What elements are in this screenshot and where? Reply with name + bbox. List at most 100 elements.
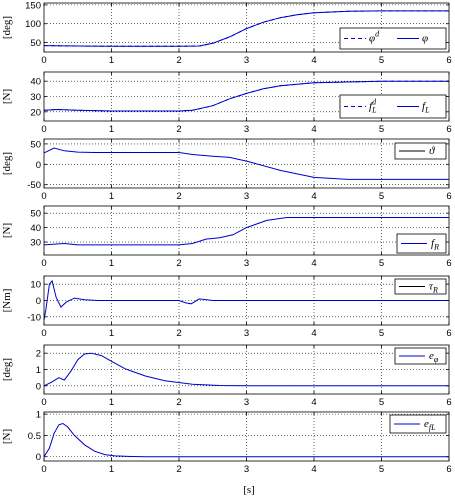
subplot-6: 0 1 2 3 4 5 6 0 1 2 [deg] eφ bbox=[1, 344, 452, 408]
x-tick-label: 2 bbox=[176, 124, 181, 135]
legend: efL bbox=[389, 414, 447, 434]
y-tick-label: 30 bbox=[30, 238, 41, 249]
subplot-1: 0 1 2 3 4 5 6 50 100 150 [deg] φd φ bbox=[1, 0, 452, 66]
x-tick-label: 3 bbox=[244, 328, 249, 339]
y-tick-label: -10 bbox=[27, 312, 41, 323]
y-tick-label: 0 bbox=[36, 160, 41, 171]
y-axis-label: [Nm] bbox=[1, 289, 13, 313]
y-tick-label: 150 bbox=[25, 0, 41, 11]
x-tick-label: 4 bbox=[311, 258, 316, 269]
subplot-7: 0 1 2 3 4 5 6 0 0.5 1 [N] efL bbox=[1, 410, 452, 475]
legend-label: fd L bbox=[369, 98, 377, 115]
x-tick-label: 3 bbox=[244, 191, 249, 202]
x-tick-label: 2 bbox=[176, 191, 181, 202]
series-line-1 bbox=[43, 279, 449, 321]
x-tick-label: 6 bbox=[446, 464, 451, 475]
x-tick-label: 0 bbox=[41, 258, 46, 269]
y-axis-label: [deg] bbox=[1, 152, 13, 175]
y-tick-label: 50 bbox=[30, 139, 41, 150]
legend-label: eφ bbox=[429, 350, 439, 364]
x-tick-label: 0 bbox=[41, 464, 46, 475]
y-axis-label: [N] bbox=[1, 429, 13, 444]
x-tick-label: 1 bbox=[109, 124, 114, 135]
x-tick-label: 3 bbox=[244, 397, 249, 408]
series-line-1 bbox=[43, 352, 449, 387]
x-tick-label: 4 bbox=[311, 191, 316, 202]
x-tick-label: 2 bbox=[176, 464, 181, 475]
x-tick-label: 3 bbox=[244, 258, 249, 269]
legend: fR bbox=[396, 233, 447, 254]
x-tick-label: 6 bbox=[446, 124, 451, 135]
y-tick-label: 20 bbox=[30, 107, 41, 118]
y-axis-label: [N] bbox=[1, 89, 13, 104]
y-tick-label: 0 bbox=[36, 381, 41, 392]
x-tick-label: 5 bbox=[379, 397, 384, 408]
x-tick-label: 5 bbox=[379, 55, 384, 66]
x-tick-label: 6 bbox=[446, 258, 451, 269]
y-axis-label: [N] bbox=[1, 223, 13, 238]
legend-label: φd bbox=[369, 30, 380, 45]
x-tick-label: 5 bbox=[379, 328, 384, 339]
x-tick-label: 1 bbox=[109, 55, 114, 66]
y-tick-label: 0 bbox=[36, 452, 41, 463]
x-tick-label: 5 bbox=[379, 464, 384, 475]
y-axis-label: [deg] bbox=[1, 358, 13, 381]
x-tick-label: 6 bbox=[446, 191, 451, 202]
y-tick-label: 1 bbox=[36, 365, 41, 376]
x-tick-label: 0 bbox=[41, 124, 46, 135]
legend-box bbox=[339, 27, 447, 50]
legend: τR bbox=[394, 278, 447, 295]
x-tick-label: 3 bbox=[244, 464, 249, 475]
x-tick-label: 4 bbox=[311, 328, 316, 339]
y-tick-label: 10 bbox=[30, 280, 41, 291]
legend-label: fL bbox=[422, 101, 430, 115]
x-tick-label: 5 bbox=[379, 258, 384, 269]
legend-box bbox=[339, 94, 447, 119]
legend-label: φ bbox=[422, 33, 428, 45]
x-tick-label: 2 bbox=[176, 55, 181, 66]
subplot-2: 0 1 2 3 4 5 6 20 30 40 [N] fd L fL bbox=[1, 71, 452, 135]
x-tick-label: 4 bbox=[311, 55, 316, 66]
legend-label: fR bbox=[431, 238, 439, 252]
x-tick-label: 1 bbox=[109, 328, 114, 339]
y-tick-label: 40 bbox=[30, 223, 41, 234]
legend-label: ϑ bbox=[429, 145, 435, 157]
y-axis-label: [deg] bbox=[1, 16, 13, 39]
y-tick-label: 2 bbox=[36, 349, 41, 360]
y-tick-label: 40 bbox=[30, 77, 41, 88]
x-tick-label: 6 bbox=[446, 55, 451, 66]
x-tick-label: 1 bbox=[109, 191, 114, 202]
x-tick-label: 0 bbox=[41, 55, 46, 66]
x-tick-label: 4 bbox=[311, 397, 316, 408]
legend: ϑ bbox=[394, 142, 447, 160]
x-tick-label: 6 bbox=[446, 328, 451, 339]
x-tick-label: 0 bbox=[41, 191, 46, 202]
x-tick-label: 2 bbox=[176, 328, 181, 339]
x-tick-label: 4 bbox=[311, 124, 316, 135]
series-line-1 bbox=[43, 217, 449, 246]
legend: eφ bbox=[394, 347, 447, 365]
y-tick-label: 0 bbox=[36, 296, 41, 307]
y-tick-label: -50 bbox=[27, 180, 41, 191]
x-tick-label: 2 bbox=[176, 397, 181, 408]
x-tick-label: 2 bbox=[176, 258, 181, 269]
y-tick-label: 100 bbox=[25, 19, 41, 30]
y-tick-label: 1 bbox=[36, 410, 41, 421]
legend: φd φ bbox=[339, 27, 447, 50]
y-tick-label: 50 bbox=[30, 209, 41, 220]
y-tick-label: 0.5 bbox=[28, 431, 41, 442]
series-line-2 bbox=[43, 10, 449, 47]
subplot-4: 0 1 2 3 4 5 6 30 40 50 [N] fR bbox=[1, 205, 452, 269]
x-tick-label: 3 bbox=[244, 124, 249, 135]
series-line-2 bbox=[43, 80, 449, 112]
x-tick-label: 1 bbox=[109, 397, 114, 408]
x-tick-label: 4 bbox=[311, 464, 316, 475]
x-tick-label: 5 bbox=[379, 124, 384, 135]
x-tick-label: 3 bbox=[244, 55, 249, 66]
legend-label: efL bbox=[424, 418, 436, 432]
legend-label: τR bbox=[429, 281, 438, 295]
x-tick-label: 1 bbox=[109, 258, 114, 269]
